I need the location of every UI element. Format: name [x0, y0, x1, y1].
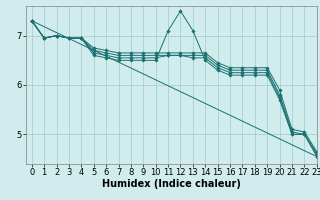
X-axis label: Humidex (Indice chaleur): Humidex (Indice chaleur) — [102, 179, 241, 189]
